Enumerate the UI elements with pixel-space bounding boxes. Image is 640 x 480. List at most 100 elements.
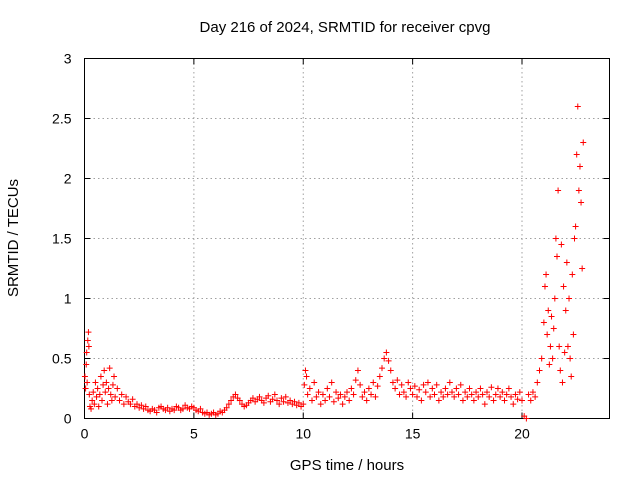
data-point (424, 379, 431, 386)
data-point (519, 397, 525, 404)
data-point (100, 381, 107, 388)
data-point (127, 401, 134, 408)
y-tick-label: 0 (64, 411, 72, 427)
data-point (538, 355, 545, 362)
data-point (376, 373, 383, 380)
data-point (572, 223, 579, 230)
x-tick-label: 20 (514, 426, 530, 442)
data-point (344, 389, 350, 396)
data-point (120, 401, 127, 408)
data-point (562, 307, 569, 314)
data-point (578, 199, 585, 206)
x-axis-label: GPS time / hours (290, 457, 404, 474)
data-point (543, 271, 550, 278)
data-point (405, 379, 412, 386)
data-point (470, 397, 477, 404)
data-point (370, 379, 377, 386)
data-point (295, 399, 302, 406)
data-point (552, 235, 559, 242)
x-tick-label: 0 (81, 426, 89, 442)
data-point (473, 389, 480, 396)
data-point (416, 386, 423, 393)
data-point (236, 397, 243, 404)
data-point (548, 313, 555, 320)
data-point (576, 163, 583, 170)
data-point (112, 393, 119, 400)
data-point (108, 397, 115, 404)
data-point (566, 295, 573, 302)
data-point (274, 397, 280, 404)
data-point (282, 393, 289, 400)
data-point (383, 349, 390, 356)
data-point (280, 398, 287, 405)
data-point (411, 383, 418, 390)
data-point (164, 404, 171, 411)
data-point (546, 361, 553, 368)
data-point (477, 385, 484, 392)
data-point (303, 373, 310, 380)
data-point (85, 343, 92, 350)
y-tick-label: 2 (64, 171, 72, 187)
data-point (352, 377, 359, 384)
data-point (561, 349, 568, 356)
data-point (580, 139, 587, 146)
data-point (409, 391, 416, 398)
data-point (102, 389, 109, 396)
data-point (481, 401, 488, 408)
data-point (556, 343, 563, 350)
data-point (88, 405, 95, 412)
data-point (84, 379, 91, 386)
data-point (442, 385, 449, 392)
data-point (422, 389, 429, 396)
data-point (153, 409, 160, 416)
data-point (503, 391, 510, 398)
y-tick-label: 0.5 (52, 351, 72, 367)
data-point (567, 355, 574, 362)
data-point (101, 367, 108, 374)
data-point (324, 385, 331, 392)
data-point (575, 187, 582, 194)
data-point (579, 265, 586, 272)
data-point (427, 393, 434, 400)
data-point (407, 385, 414, 392)
data-point (82, 385, 89, 392)
data-point (109, 381, 116, 388)
data-point (418, 397, 425, 404)
data-point (414, 393, 420, 400)
data-point (96, 391, 103, 398)
data-point (276, 401, 283, 408)
data-point (304, 391, 311, 398)
data-point (365, 385, 372, 392)
data-point (466, 385, 473, 392)
data-point (256, 393, 263, 400)
data-point (333, 389, 340, 396)
data-point (385, 357, 392, 364)
data-point (429, 385, 436, 392)
data-point (319, 391, 326, 398)
data-point (403, 393, 410, 400)
data-point (114, 385, 121, 392)
y-axis-label: SRMTID / TECUs (5, 179, 22, 297)
x-tick-label: 10 (295, 426, 311, 442)
data-point (134, 401, 140, 408)
data-point (451, 393, 458, 400)
data-point (569, 271, 576, 278)
data-point (457, 381, 464, 388)
data-point (431, 391, 438, 398)
data-point (563, 259, 570, 266)
data-point (359, 393, 366, 400)
data-point (86, 391, 93, 398)
data-point (435, 397, 442, 404)
data-point (306, 385, 313, 392)
data-point (468, 391, 475, 398)
data-point (551, 295, 558, 302)
data-point (95, 403, 102, 410)
data-point (309, 397, 315, 404)
data-point (249, 395, 256, 402)
data-point (568, 373, 575, 380)
data-point (438, 389, 445, 396)
data-point (433, 381, 440, 388)
data-point (291, 398, 298, 405)
data-point (381, 355, 388, 362)
data-point (455, 391, 462, 398)
